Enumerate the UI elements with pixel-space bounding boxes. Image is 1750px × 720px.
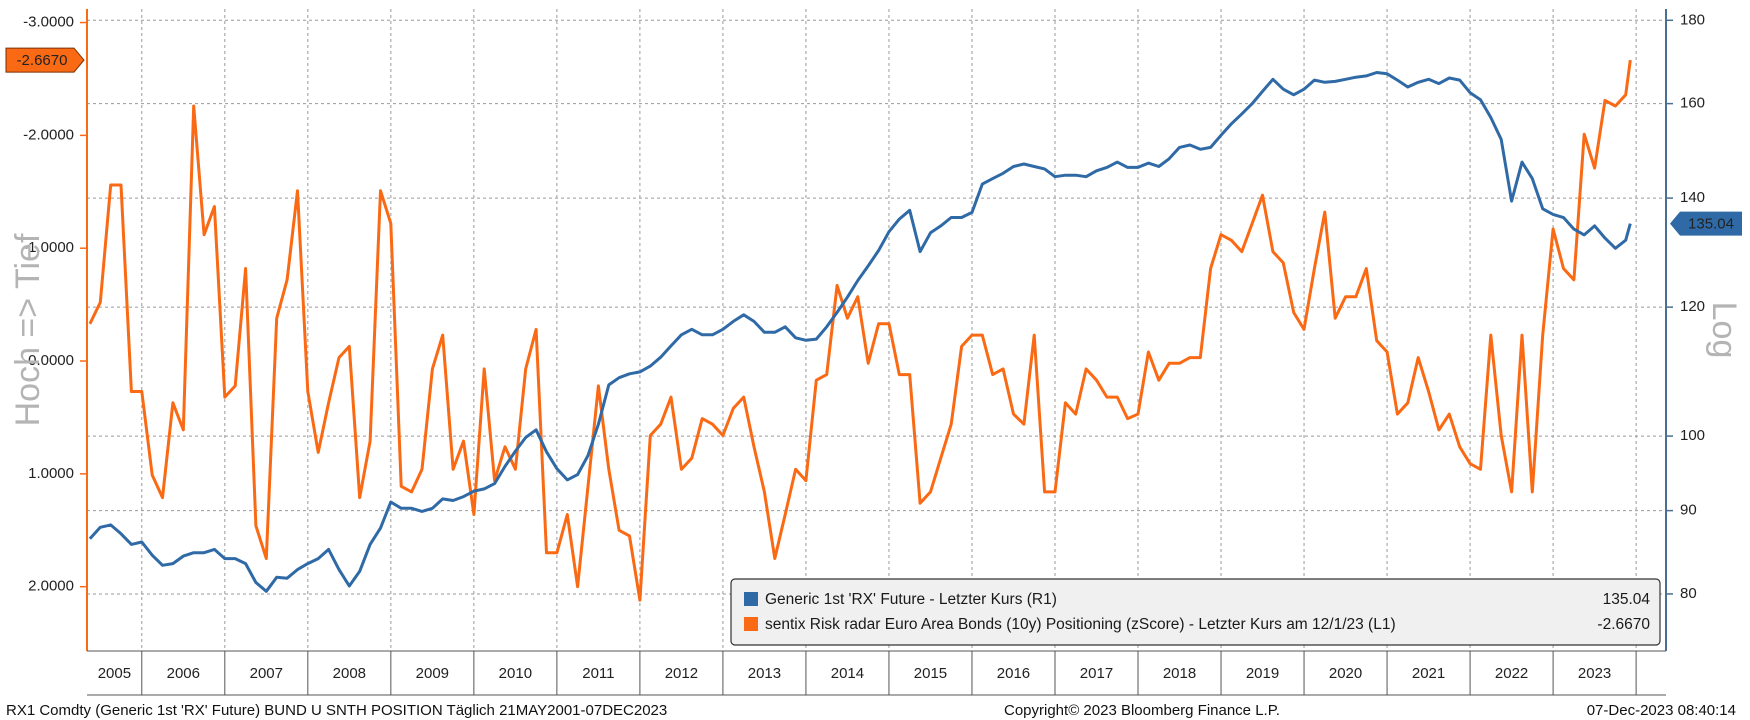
y2-tick-label: 160 bbox=[1680, 95, 1705, 112]
x-tick-label: 2008 bbox=[333, 665, 366, 682]
y2-tick-label: 140 bbox=[1680, 189, 1705, 206]
y-tick-label: -3.0000 bbox=[23, 14, 74, 31]
x-tick-label: 2006 bbox=[167, 665, 200, 682]
y-tick-label: 0.0000 bbox=[28, 352, 74, 369]
x-tick-label: 2013 bbox=[748, 665, 781, 682]
x-tick-label: 2018 bbox=[1163, 665, 1196, 682]
axes: 80 90 100 120 140 160 180 -3.0000 -2.0000 -1.0000… bbox=[23, 9, 1705, 696]
x-tick-label: 2021 bbox=[1412, 665, 1445, 682]
footer-center: Copyright© 2023 Bloomberg Finance L.P. bbox=[1004, 702, 1280, 719]
footer-left: RX1 Comdty (Generic 1st 'RX' Future) BUN… bbox=[6, 702, 667, 719]
y-tick-label: -2.0000 bbox=[23, 126, 74, 143]
legend-swatch bbox=[744, 592, 758, 606]
legend-swatch bbox=[744, 617, 758, 631]
series-line bbox=[88, 59, 1632, 602]
y-tick-label: 1.0000 bbox=[28, 465, 74, 482]
x-tick-label: 2022 bbox=[1495, 665, 1528, 682]
x-tick-label: 2012 bbox=[665, 665, 698, 682]
x-tick-label: 2011 bbox=[582, 665, 614, 682]
last-value-tag bbox=[1670, 211, 1742, 236]
legend: Generic 1st 'RX' Future - Letzter Kurs (… bbox=[730, 578, 1661, 646]
x-tick-label: 2007 bbox=[250, 665, 283, 682]
y2-tick-label: 90 bbox=[1680, 502, 1697, 519]
x-tick-label: 2019 bbox=[1246, 665, 1279, 682]
legend-value: 135.04 bbox=[1603, 591, 1651, 608]
y-axis-title: Hoch => Tief bbox=[9, 233, 47, 426]
x-tick-label: 2015 bbox=[914, 665, 947, 682]
x-tick-label: 2005 bbox=[98, 665, 131, 682]
lines bbox=[88, 59, 1632, 602]
last-value-label: -2.6670 bbox=[17, 52, 68, 69]
x-tick-label: 2020 bbox=[1329, 665, 1362, 682]
y-tick-label: -1.0000 bbox=[23, 239, 74, 256]
legend-label: sentix Risk radar Euro Area Bonds (10y) … bbox=[765, 616, 1396, 633]
y2-tick-label: 80 bbox=[1680, 585, 1697, 602]
last-value-label: 135.04 bbox=[1688, 216, 1734, 233]
x-tick-label: 2009 bbox=[416, 665, 449, 682]
last-value-tag bbox=[5, 47, 85, 73]
x-tick-label: 2014 bbox=[831, 665, 864, 682]
x-tick-label: 2016 bbox=[997, 665, 1030, 682]
y2-tick-label: 120 bbox=[1680, 298, 1705, 315]
y2-axis-title: Log bbox=[1705, 302, 1743, 359]
x-tick-label: 2010 bbox=[499, 665, 532, 682]
y2-tick-label: 100 bbox=[1680, 427, 1705, 444]
x-tick-label: 2023 bbox=[1578, 665, 1611, 682]
legend-label: Generic 1st 'RX' Future - Letzter Kurs (… bbox=[765, 591, 1057, 608]
x-tick-label: 2017 bbox=[1080, 665, 1113, 682]
y2-tick-label: 180 bbox=[1680, 11, 1705, 28]
series-line bbox=[88, 71, 1632, 593]
legend-value: -2.6670 bbox=[1597, 616, 1650, 633]
y-tick-label: 2.0000 bbox=[28, 578, 74, 595]
footer-right: 07-Dec-2023 08:40:14 bbox=[1587, 702, 1736, 719]
legend-box bbox=[730, 578, 1661, 646]
grid bbox=[87, 9, 1666, 651]
